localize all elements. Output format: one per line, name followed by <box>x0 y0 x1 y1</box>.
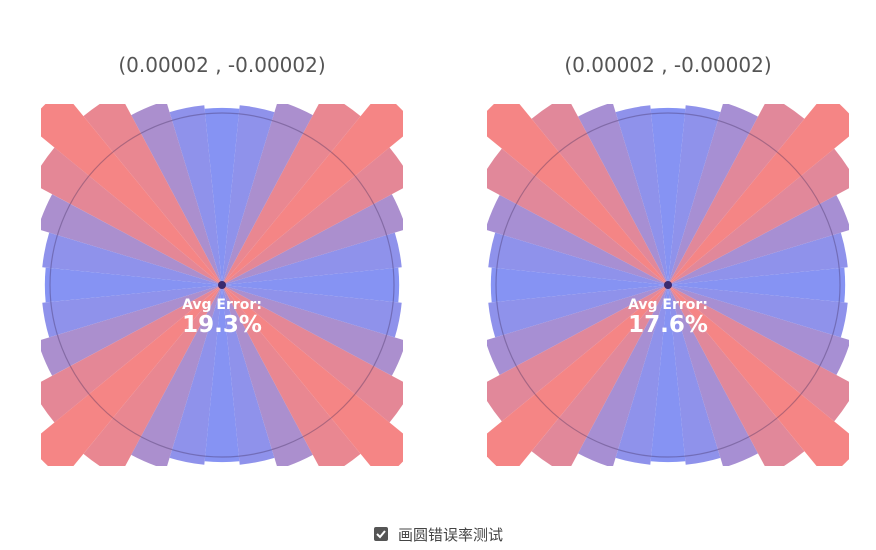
wedge <box>222 285 313 466</box>
avg-error-value: 17.6% <box>628 312 708 338</box>
wedge <box>222 104 361 285</box>
wedge <box>668 285 758 466</box>
wedge <box>41 285 222 423</box>
wedge <box>668 195 849 285</box>
wedge <box>487 104 668 285</box>
wedge <box>487 148 668 285</box>
wedge <box>41 285 222 466</box>
wedge <box>204 285 240 463</box>
reference-circle <box>495 112 841 458</box>
wedge <box>668 285 849 422</box>
wedge <box>169 285 222 465</box>
wedge <box>578 285 668 466</box>
checkbox-check <box>376 530 386 539</box>
wedge <box>668 148 849 285</box>
wedge <box>222 285 403 376</box>
wedge <box>487 195 668 285</box>
wedge <box>487 285 668 466</box>
avg-error-caption: Avg Error: <box>182 297 262 313</box>
wedge <box>169 105 222 285</box>
wedge <box>668 104 758 285</box>
avg-error-value: 19.3% <box>182 312 262 338</box>
wedge <box>41 147 222 285</box>
wedge <box>668 285 848 338</box>
wedge <box>668 267 846 303</box>
wedge <box>83 104 222 285</box>
wedge <box>222 105 275 285</box>
wedge <box>222 104 313 285</box>
wedge <box>487 285 668 375</box>
wedge <box>531 104 668 285</box>
wedge <box>222 285 361 466</box>
wedge <box>222 285 403 423</box>
checkbox-label[interactable]: 画圆错误率测试 <box>398 526 503 544</box>
wedge <box>578 104 668 285</box>
wedge <box>668 232 848 285</box>
wedge <box>222 285 402 338</box>
wedge <box>488 232 668 285</box>
center-dot <box>664 281 672 289</box>
wedge <box>615 285 668 465</box>
wedge <box>222 104 403 285</box>
wedge <box>650 285 686 463</box>
wedge <box>488 285 668 338</box>
wedge <box>222 147 403 285</box>
wedge <box>222 285 403 466</box>
wedge <box>668 104 805 285</box>
wedge <box>222 285 275 465</box>
wedge <box>41 285 222 376</box>
wedge <box>668 285 849 375</box>
polar-plot <box>41 104 403 466</box>
reference-circle <box>49 112 395 458</box>
avg-error-caption: Avg Error: <box>628 297 708 313</box>
wedge <box>668 285 721 465</box>
wedge <box>131 104 222 285</box>
wedge <box>668 104 849 285</box>
panel-title: (0.00002 , -0.00002) <box>118 53 325 77</box>
wedge <box>41 104 222 285</box>
wedge <box>42 232 222 285</box>
wedge <box>131 285 222 466</box>
wedge <box>41 194 222 285</box>
wedge <box>668 285 849 466</box>
wedge <box>615 105 668 285</box>
polar-plot <box>487 104 849 466</box>
checkbox[interactable]: 画圆错误率测试 <box>374 526 503 544</box>
wedge <box>42 285 222 338</box>
wedge <box>44 267 222 303</box>
center-dot <box>218 281 226 289</box>
wedge <box>668 105 721 285</box>
wedge <box>487 285 668 422</box>
wedge <box>222 267 400 303</box>
checkbox-box[interactable] <box>374 527 388 541</box>
wedge <box>490 267 668 303</box>
wedge <box>222 194 403 285</box>
wedge <box>222 232 402 285</box>
wedge <box>668 285 805 466</box>
wedge <box>204 107 240 285</box>
panel-title: (0.00002 , -0.00002) <box>564 53 771 77</box>
wedge <box>531 285 668 466</box>
wedge <box>83 285 222 466</box>
wedge <box>650 107 686 285</box>
